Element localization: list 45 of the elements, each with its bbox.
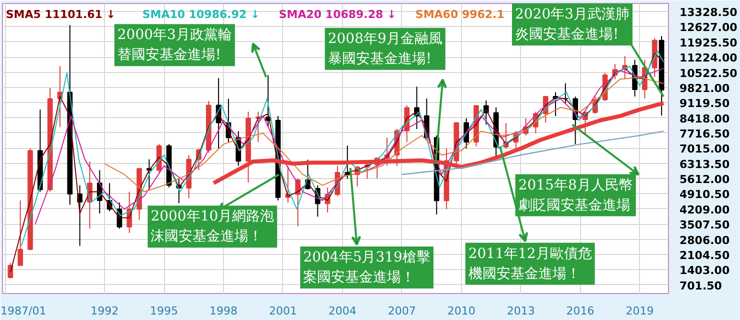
- x-tick-label: 2010: [447, 304, 476, 318]
- line-series: [34, 68, 664, 225]
- text: SMA5 11101.61 ↓: [6, 8, 116, 21]
- annotation: 2000年3月政黨輪替國安基金進場!: [117, 27, 232, 64]
- x-tick-label: 1995: [150, 304, 178, 318]
- text: SMA20 10689.28 ↓: [278, 8, 396, 21]
- x-tick-label: 2007: [388, 304, 416, 318]
- annotation: 2000年10月網路泡沫國安基金進場！: [150, 208, 274, 245]
- y-tick-label: 8418.00: [680, 112, 730, 126]
- y-tick-label: 4910.50: [680, 188, 730, 202]
- x-tick-label: 2013: [506, 304, 535, 318]
- annotation: 2020年3月武漢肺炎國安基金進場!: [514, 6, 630, 42]
- line-series: [401, 130, 664, 176]
- y-tick-label: 2104.50: [680, 248, 730, 262]
- y-tick-label: 6313.50: [680, 158, 730, 171]
- annotation: 2011年12月歐債危機國安基金進場！: [468, 246, 592, 282]
- text: SMA60 9962.1: [415, 8, 504, 21]
- candlestick: [18, 200, 24, 266]
- y-tick-label: 7015.00: [680, 142, 730, 156]
- y-tick-label: 5612.00: [680, 173, 730, 186]
- line-series: [104, 76, 664, 192]
- y-tick-label: 10522.50: [680, 66, 738, 80]
- y-tick-label: 11925.50: [680, 36, 738, 50]
- x-tick-label: 1992: [90, 304, 119, 318]
- x-tick-label: 2019: [626, 304, 654, 318]
- x-tick-label: 2004: [328, 304, 356, 318]
- y-tick-label: 13328.50: [680, 6, 738, 20]
- y-tick-label: 12627.00: [680, 21, 738, 34]
- x-tick-label: 2016: [566, 304, 594, 318]
- text: SMA10 10986.92 ↓: [142, 8, 260, 21]
- annotation: 2004年5月319槍擊案國安基金進場！: [303, 250, 430, 286]
- y-tick-label: 3507.50: [680, 218, 730, 232]
- x-tick-label: 2001: [268, 304, 297, 318]
- y-tick-label: 4209.00: [680, 203, 730, 216]
- y-tick-label: 701.50: [680, 279, 722, 292]
- y-tick-label: 2806.00: [680, 234, 730, 247]
- y-tick-label: 9119.50: [680, 97, 730, 110]
- y-tick-label: 11224.00: [680, 52, 738, 65]
- y-tick-label: 1403.00: [680, 264, 730, 278]
- annotation: 2008年9月金融風暴國安基金進場!: [328, 30, 442, 67]
- y-tick-label: 7716.50: [680, 127, 730, 140]
- x-tick-label: 1998: [210, 304, 238, 318]
- x-tick-label: 1987/01: [0, 304, 46, 318]
- y-tick-label: 9821.00: [680, 82, 730, 95]
- annotation: 2015年8月人民幣劇貶國安基金進場: [518, 177, 633, 214]
